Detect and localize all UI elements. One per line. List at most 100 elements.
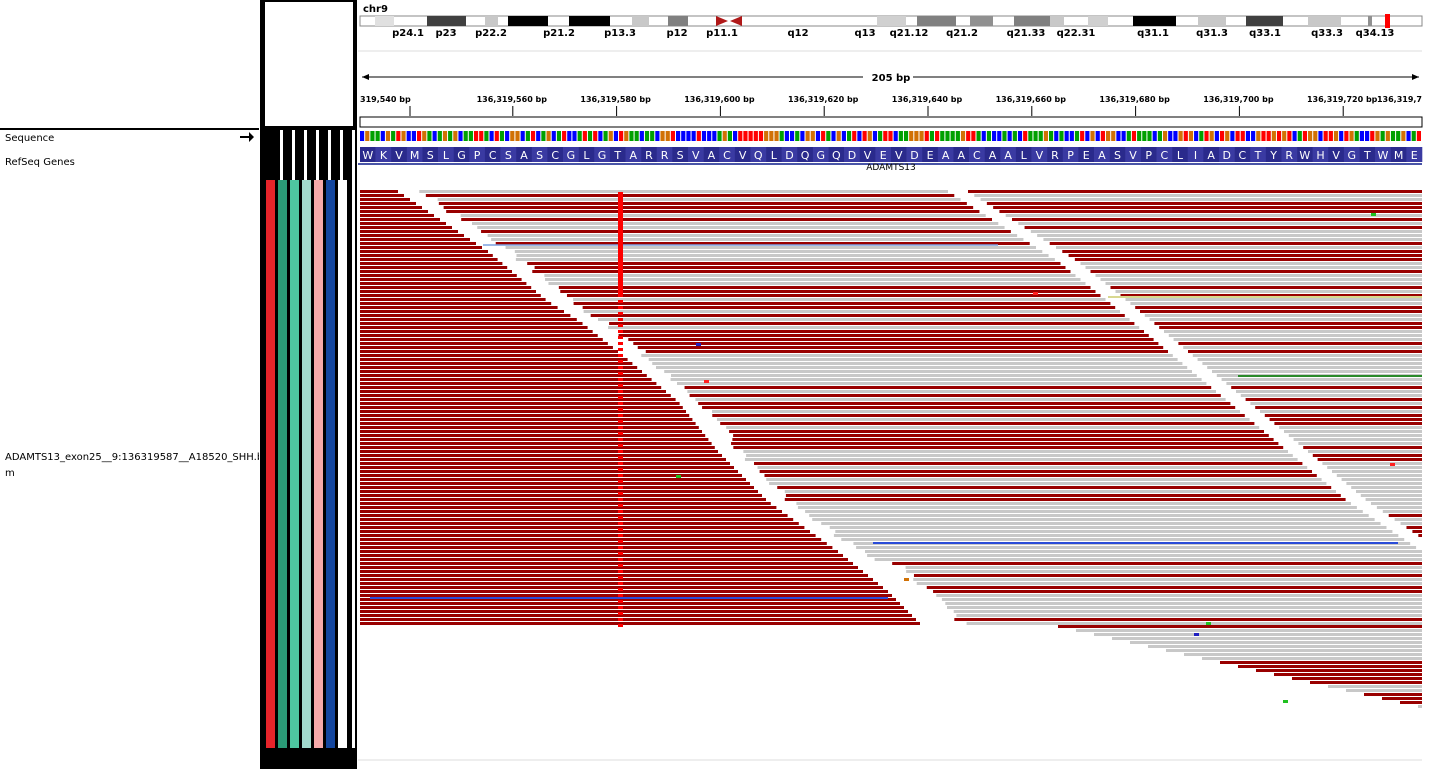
amino-acid-cell bbox=[578, 147, 595, 162]
read-segment bbox=[759, 470, 1312, 473]
attribute-color-cell[interactable] bbox=[278, 180, 287, 748]
base bbox=[634, 131, 639, 141]
read-segment bbox=[1303, 446, 1422, 449]
variant-mark bbox=[618, 264, 623, 270]
alignment-reads[interactable] bbox=[360, 190, 1422, 708]
ideogram-band bbox=[877, 16, 906, 26]
attribute-color-cell[interactable] bbox=[302, 180, 311, 748]
base bbox=[422, 131, 427, 141]
attribute-color-cell[interactable] bbox=[266, 180, 275, 748]
variant-mark bbox=[618, 612, 623, 615]
strand-arrow-icon[interactable] bbox=[239, 131, 255, 143]
ruler-tick-label: 136,319,640 bp bbox=[892, 95, 963, 104]
read-segment bbox=[993, 206, 1422, 209]
attribute-color-cell[interactable] bbox=[314, 180, 323, 748]
amino-acid-cell bbox=[719, 147, 736, 162]
variant-mark bbox=[618, 516, 623, 519]
read-segment bbox=[1274, 673, 1422, 676]
genome-view[interactable]: chr9 p24.1 p23 p22.2 p21.2 p13.3 p12 p11.1 q12 q… bbox=[358, 0, 1440, 769]
base bbox=[1318, 131, 1323, 141]
ruler[interactable]: 205 bp 319,540 bp 136,319,560 bp 136,319,5… bbox=[359, 73, 1440, 128]
amino-acid-cell bbox=[469, 147, 486, 162]
ideogram-band bbox=[1246, 16, 1283, 26]
read-segment bbox=[1202, 362, 1422, 365]
chromosome-label: chr9 bbox=[363, 4, 388, 15]
amino-acid-letter: E bbox=[927, 149, 934, 162]
amino-acid-cell bbox=[922, 147, 939, 162]
variant-mark bbox=[618, 210, 623, 216]
read-segment bbox=[573, 302, 1111, 305]
ruler-tick-label: 136,319,580 bp bbox=[580, 95, 651, 104]
base bbox=[758, 131, 764, 141]
base bbox=[1308, 131, 1313, 141]
read-segment bbox=[809, 514, 1369, 517]
variant-mark bbox=[618, 510, 623, 513]
base bbox=[624, 131, 629, 141]
amino-acid-cell bbox=[812, 147, 829, 162]
amino-acid-cell bbox=[1250, 147, 1267, 162]
read-segment bbox=[1183, 346, 1422, 349]
read-segment bbox=[1074, 258, 1422, 261]
amino-acid-cell bbox=[656, 147, 673, 162]
read-segment bbox=[1351, 486, 1422, 489]
read-segment bbox=[1332, 470, 1422, 473]
base bbox=[1359, 131, 1365, 141]
read-segment bbox=[1336, 474, 1422, 477]
base bbox=[1390, 131, 1396, 141]
alignment-track-name[interactable]: ADAMTS13_exon25__9:136319587__A18520_SHH… bbox=[5, 452, 259, 463]
attribute-color-cell[interactable] bbox=[290, 180, 299, 748]
base bbox=[655, 131, 660, 141]
attribute-color-cell[interactable] bbox=[326, 180, 335, 748]
amino-acid-cell bbox=[360, 147, 376, 162]
amino-acid-cell bbox=[609, 147, 626, 162]
base bbox=[1199, 131, 1204, 141]
base bbox=[852, 131, 857, 141]
read-segment bbox=[712, 410, 1240, 413]
base bbox=[473, 131, 479, 141]
amino-acid-letter: G bbox=[1347, 149, 1356, 162]
track-name-panel: Sequence RefSeq Genes ADAMTS13_exon25__9… bbox=[0, 0, 259, 769]
refseq-genes-track-name[interactable]: RefSeq Genes bbox=[5, 157, 75, 168]
amino-acid-letter: A bbox=[1207, 149, 1215, 162]
current-region-marker bbox=[1385, 14, 1390, 28]
base bbox=[1090, 131, 1095, 141]
ruler-tick-label: 136,319,680 bp bbox=[1099, 95, 1170, 104]
base bbox=[499, 131, 505, 141]
read-segment bbox=[1260, 410, 1422, 413]
read-segment bbox=[360, 438, 709, 441]
ideogram-band bbox=[1088, 16, 1108, 26]
read-segment bbox=[1364, 693, 1422, 696]
amino-acid-letter: L bbox=[583, 149, 590, 162]
sequence-track[interactable] bbox=[360, 131, 1421, 141]
base bbox=[629, 131, 634, 141]
variant-mark bbox=[618, 540, 623, 543]
base bbox=[572, 131, 577, 141]
base bbox=[1064, 131, 1069, 141]
read-segment bbox=[1192, 354, 1422, 357]
base bbox=[1276, 131, 1282, 141]
amino-acid-cell bbox=[1015, 147, 1032, 162]
amino-acid-letter: A bbox=[708, 149, 716, 162]
read-segment bbox=[558, 286, 1091, 289]
base bbox=[815, 131, 821, 141]
variant-mark bbox=[618, 576, 623, 579]
base bbox=[691, 131, 696, 141]
read-segment bbox=[360, 334, 598, 337]
sequence-track-name[interactable]: Sequence bbox=[5, 133, 55, 144]
base bbox=[831, 131, 836, 141]
base bbox=[826, 131, 831, 141]
base bbox=[924, 131, 929, 141]
read-segment bbox=[360, 546, 833, 549]
read-segment bbox=[360, 234, 464, 237]
read-segment bbox=[360, 394, 671, 397]
amino-acid-letter: L bbox=[1177, 149, 1184, 162]
band-label: q12 bbox=[787, 28, 808, 39]
data-panel[interactable]: chr9 p24.1 p23 p22.2 p21.2 p13.3 p12 p11.1 q12 q… bbox=[358, 0, 1440, 769]
amino-acid-letter: T bbox=[1363, 149, 1371, 162]
chromosome-ideogram[interactable] bbox=[359, 14, 1423, 28]
amino-acid-letter: E bbox=[1411, 149, 1418, 162]
read-segment bbox=[360, 342, 608, 345]
read-segment bbox=[1130, 302, 1422, 305]
attribute-color-cell[interactable] bbox=[338, 180, 347, 748]
